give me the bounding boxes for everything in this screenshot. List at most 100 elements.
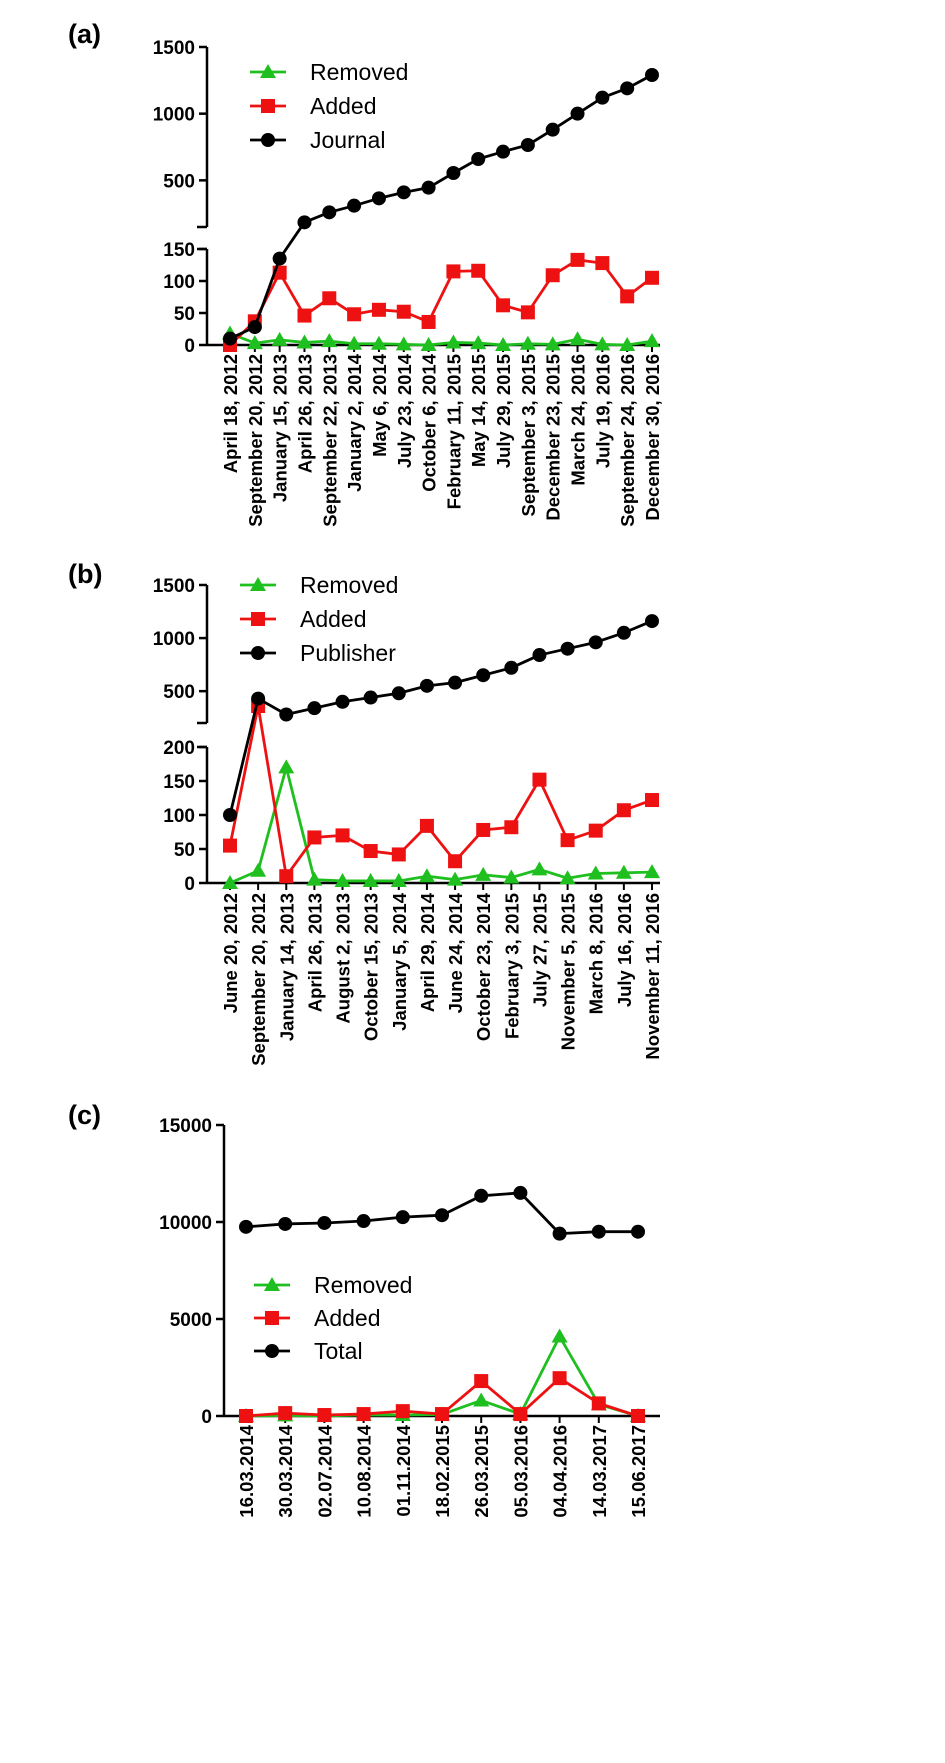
data-point	[307, 701, 322, 716]
data-point	[471, 152, 486, 166]
x-tick-label: February 3, 2015	[501, 893, 522, 1039]
x-tick-label: 04.04.2016	[550, 1425, 571, 1518]
data-point	[335, 694, 350, 709]
data-point	[520, 138, 535, 152]
data-point	[247, 320, 262, 335]
data-point	[552, 1226, 567, 1241]
series-added	[239, 1371, 645, 1423]
data-point	[296, 334, 313, 349]
data-point	[570, 106, 585, 121]
data-point	[471, 263, 486, 278]
series-publisher	[223, 614, 659, 822]
data-point	[504, 660, 519, 675]
y-tick-label: 5000	[170, 1310, 212, 1331]
data-point	[371, 302, 386, 317]
data-point	[594, 336, 611, 351]
data-point	[297, 308, 312, 323]
data-point	[645, 793, 659, 808]
data-point	[223, 331, 237, 346]
x-tick-label: May 6, 2014	[369, 353, 390, 457]
data-point	[504, 820, 519, 835]
data-point	[644, 864, 660, 879]
y-tick-label: 1000	[153, 629, 195, 650]
chart-panel-2: (b) 500 1000 1500 0 50 100 150 200 June 20, 2012 S…	[68, 559, 663, 1066]
data-point	[396, 185, 411, 200]
x-tick-label: July 16, 2016	[614, 893, 635, 1007]
series-added	[223, 699, 659, 884]
x-tick-label: November 5, 2015	[558, 893, 579, 1050]
data-point	[371, 191, 386, 206]
data-point	[532, 772, 547, 787]
data-point	[587, 865, 604, 880]
y-tick-label: 50	[174, 304, 195, 325]
data-point	[395, 336, 412, 351]
data-point	[279, 869, 294, 884]
data-point	[297, 215, 312, 230]
data-point	[251, 691, 266, 706]
x-tick-label: January 2, 2014	[344, 353, 365, 492]
legend-marker	[251, 612, 265, 626]
legend-marker	[251, 646, 265, 660]
y-tick-label: 15000	[159, 1116, 212, 1137]
x-tick-label: September 24, 2016	[617, 354, 638, 527]
data-point	[495, 337, 512, 351]
data-point	[446, 264, 461, 279]
data-point	[591, 1224, 606, 1239]
data-point	[321, 333, 338, 348]
y-tick-label: 10000	[159, 1213, 212, 1234]
y-tick-label: 500	[163, 682, 195, 703]
data-point	[496, 298, 511, 313]
legend-label: Total	[314, 1338, 363, 1364]
y-tick-label: 200	[163, 738, 195, 759]
data-point	[645, 68, 659, 82]
data-point	[551, 1328, 568, 1343]
data-point	[620, 289, 635, 304]
y-tick-label: 50	[174, 840, 195, 861]
data-point	[322, 291, 337, 306]
data-point	[272, 251, 287, 266]
data-point	[317, 1408, 332, 1423]
data-point	[532, 648, 547, 663]
data-point	[334, 872, 351, 887]
y-tick-label: 100	[163, 272, 195, 293]
data-point	[370, 335, 387, 350]
data-point	[620, 81, 635, 96]
x-tick-label: June 24, 2014	[445, 892, 466, 1013]
data-point	[513, 1407, 528, 1422]
legend-marker	[261, 99, 275, 113]
panel-label: (b)	[68, 559, 102, 589]
y-tick-label: 150	[163, 772, 195, 793]
legend-label: Added	[300, 606, 367, 632]
data-point	[322, 205, 337, 220]
x-tick-label: October 15, 2013	[361, 893, 382, 1041]
data-point	[446, 166, 461, 180]
data-point	[560, 641, 575, 656]
x-tick-label: April 18, 2012	[220, 354, 241, 473]
x-tick-label: September 3, 2015	[518, 354, 539, 516]
data-point	[560, 833, 575, 848]
data-point	[531, 861, 548, 876]
legend-marker	[265, 1311, 279, 1325]
x-tick-label: January 15, 2013	[270, 354, 291, 502]
data-point	[631, 1409, 645, 1423]
data-point	[475, 866, 492, 881]
data-point	[588, 823, 603, 838]
data-point	[271, 331, 288, 346]
x-tick-label: 05.03.2016	[510, 1425, 531, 1518]
data-point	[356, 1214, 371, 1229]
y-tick-label: 500	[163, 171, 195, 192]
legend: Removed Added Total	[254, 1272, 412, 1364]
data-point	[346, 335, 363, 350]
data-point	[435, 1208, 449, 1223]
data-point	[279, 707, 294, 722]
legend-marker	[250, 577, 266, 591]
data-point	[476, 668, 491, 683]
data-point	[356, 1407, 371, 1422]
data-point	[421, 314, 436, 329]
data-point	[616, 803, 631, 818]
data-point	[474, 1374, 489, 1389]
x-tick-label: March 24, 2016	[568, 354, 589, 486]
x-tick-label: 02.07.2014	[314, 1424, 335, 1517]
data-point	[419, 818, 434, 833]
